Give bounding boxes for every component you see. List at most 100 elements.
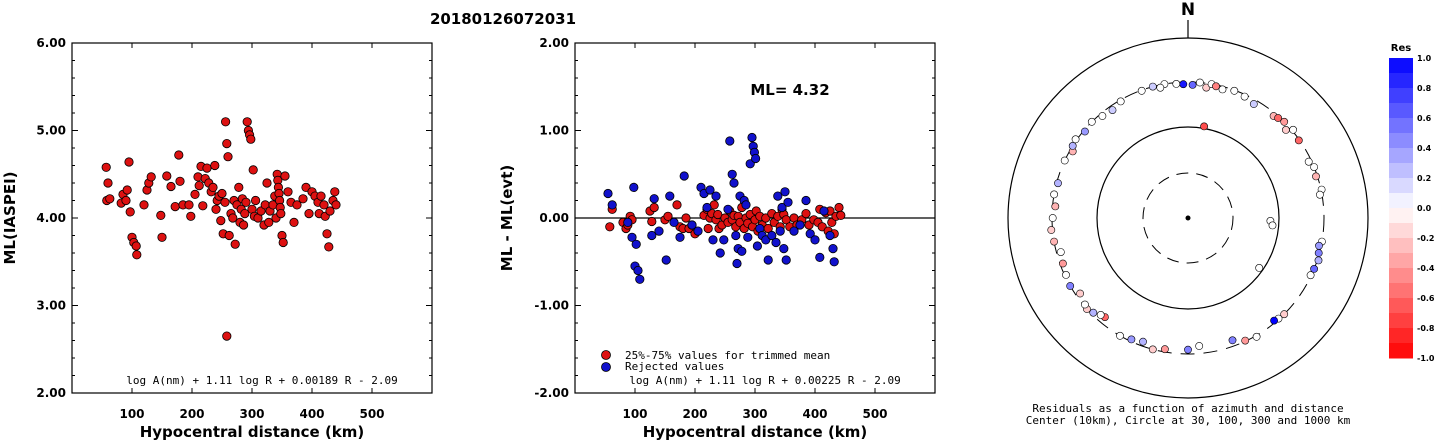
y-tick-label: 6.00 [36,36,66,50]
red-point [681,213,691,223]
station-point [1268,221,1277,230]
panel1-xlabel: Hypocentral distance (km) [140,423,365,441]
station-point [1081,127,1089,136]
station-point [1316,190,1324,199]
colorbar-block [1389,133,1413,149]
colorbar-block [1389,238,1413,254]
polar-points [1047,78,1326,354]
x-tick-label: 300 [239,407,264,421]
blue-point [623,217,633,227]
station-point [1148,82,1157,91]
station-point [1255,263,1264,272]
blue-point [607,200,617,210]
blue-point [687,220,697,230]
station-point [1212,82,1220,91]
blue-point [679,171,689,181]
blue-point [777,202,787,213]
blue-point [743,232,753,242]
x-tick-label: 500 [862,407,887,421]
red-point [276,209,286,219]
panel2-axes: 100 200 300 400 500 -2.00 -1.00 0.00 1.00 2.00 [534,36,935,421]
station-point [1062,270,1070,279]
red-point [210,160,220,171]
red-point [283,187,293,197]
colorbar-block [1389,208,1413,224]
station-point [1280,310,1289,319]
red-point [298,194,308,204]
red-point [278,237,288,248]
blue-point [719,235,729,245]
colorbar-block [1389,103,1413,119]
blue-point [631,239,641,249]
red-point [289,217,299,227]
station-point [1081,300,1089,309]
legend-blue-label: Rejected values [625,360,724,373]
station-point [1087,117,1096,126]
legend-red-marker [601,350,611,360]
x-tick-label: 300 [742,407,767,421]
north-label: N [1181,0,1195,20]
red-point [292,200,302,210]
colorbar-tick-label: -0.2 [1417,234,1435,243]
red-point [703,223,713,234]
red-point [101,162,111,172]
panel2-points [603,132,846,284]
red-point [162,171,172,181]
panel1-formula: log A(nm) + 1.11 log R + 0.00189 R - 2.0… [126,374,398,387]
blue-point [773,191,783,201]
red-point [211,204,221,214]
station-point [1314,256,1323,265]
colorbar-tick-label: 0.2 [1417,174,1431,183]
station-point [1282,125,1290,134]
station-point [1252,332,1261,341]
station-point [1218,85,1227,94]
blue-point [675,232,685,242]
colorbar-block [1389,223,1413,239]
station-point [1116,331,1124,340]
y-tick-label: 4.00 [36,211,66,225]
blue-point [795,220,805,230]
red-point [801,209,811,219]
red-point [239,220,249,230]
blue-point [729,178,739,188]
panel-azimuth-residuals: N Residuals as a function of azimuth and… [1007,0,1369,427]
station-point [1280,117,1289,126]
red-point [198,201,208,211]
red-point [156,210,166,220]
blue-point [780,187,790,197]
red-point [125,207,135,217]
x-tick-label: 100 [622,407,647,421]
red-point [234,182,244,192]
blue-point [810,235,820,245]
red-point [246,134,256,144]
station-point [1315,241,1323,250]
blue-point [727,169,737,179]
colorbar-block [1389,88,1413,104]
station-point [1051,202,1060,211]
panel2-ylabel: ML - ML(evt) [498,165,516,271]
station-point [1060,156,1069,165]
station-point [1310,163,1318,171]
colorbar-block [1389,313,1413,329]
red-point [836,210,846,220]
station-point [1050,237,1058,246]
blue-point [725,136,735,146]
red-point [124,157,134,167]
red-point [228,213,238,223]
station-point [1230,86,1239,95]
station-point [1127,335,1136,344]
panel2-ml-label: ML= 4.32 [750,81,829,99]
blue-point [825,230,835,241]
red-point [105,194,115,204]
blue-point [779,244,789,254]
station-point [1179,80,1188,89]
blue-point [771,237,781,248]
red-point [834,202,844,213]
x-tick-label: 100 [119,407,144,421]
blue-point [603,188,613,199]
blue-point [747,132,757,143]
blue-point [711,191,721,201]
station-point [1195,342,1204,350]
red-point [131,241,141,251]
